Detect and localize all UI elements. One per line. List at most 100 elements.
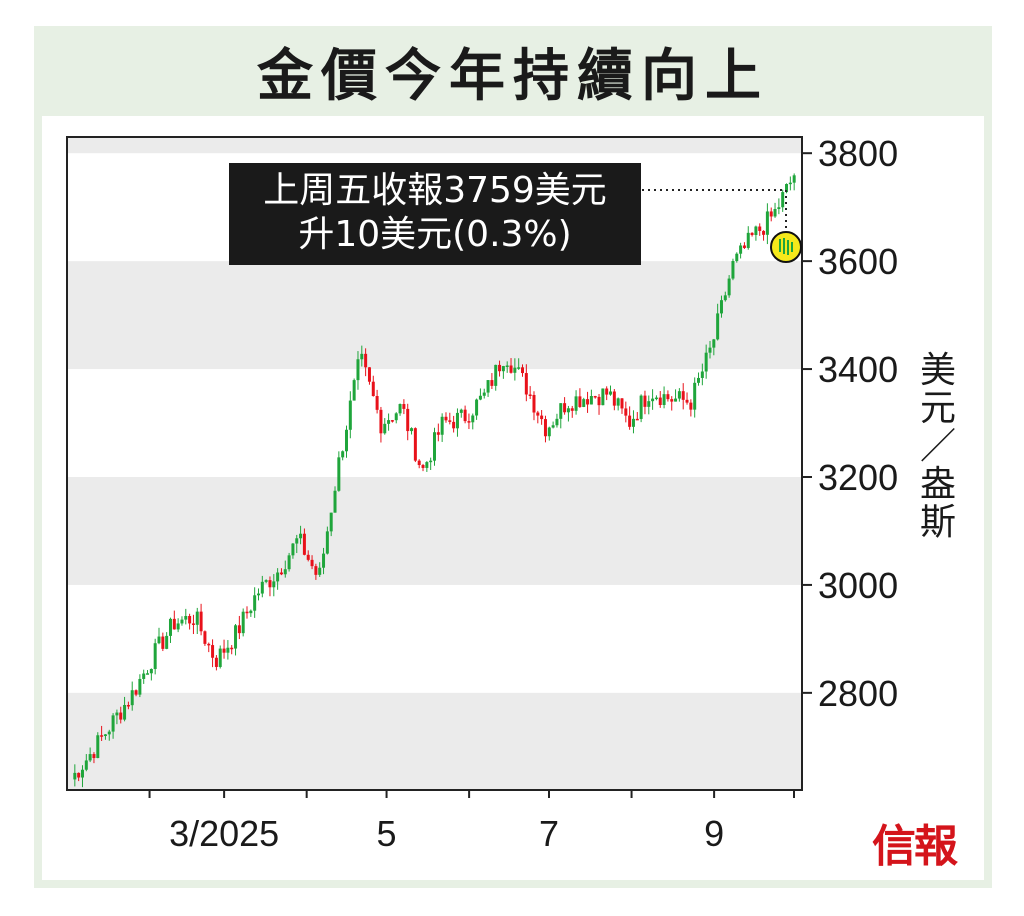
candle-body <box>406 408 410 432</box>
candle-body <box>276 572 280 582</box>
y-tick-label: 3600 <box>818 241 898 282</box>
candle-body <box>341 451 345 458</box>
annotation-line1: 上周五收報3759美元 <box>263 170 607 211</box>
candle-body <box>620 398 624 409</box>
candle-body <box>609 391 613 395</box>
candle-body <box>402 404 406 409</box>
candle-body <box>597 396 601 406</box>
candle-body <box>356 359 360 381</box>
candle-body <box>739 245 743 254</box>
candle-body <box>322 553 326 568</box>
candle-body <box>310 559 314 567</box>
grid-band <box>67 692 802 790</box>
candle-body <box>471 415 475 423</box>
candle-body <box>126 704 130 707</box>
candle-body <box>237 625 241 634</box>
y-axis-title-char: 盎 <box>919 464 956 505</box>
candle-body <box>498 364 502 372</box>
last-price-highlight <box>770 231 802 263</box>
candle-body <box>536 412 540 416</box>
candle-body <box>283 569 287 575</box>
candle-body <box>119 712 123 720</box>
candle-body <box>792 175 796 183</box>
candle-body <box>651 398 655 402</box>
candle-body <box>245 611 249 614</box>
y-axis-title-char: 美 <box>919 350 956 391</box>
candle-body <box>287 555 291 570</box>
candle-body <box>375 396 379 410</box>
candle-body <box>777 207 781 210</box>
candle-body <box>203 631 207 644</box>
candle-body <box>73 772 77 780</box>
candle-body <box>191 623 195 625</box>
candle-body <box>214 657 218 667</box>
candle-body <box>708 347 712 353</box>
candle-body <box>360 353 364 360</box>
candle-body <box>551 425 555 428</box>
candle-body <box>337 457 341 491</box>
candle-body <box>765 211 769 235</box>
x-axis-labels: 3/2025 5 7 9 <box>169 813 724 854</box>
candle-body <box>467 421 471 423</box>
candle-body <box>176 623 180 630</box>
candle-body <box>501 366 505 372</box>
candle-body <box>716 313 720 340</box>
candle-body <box>712 339 716 348</box>
candle-body <box>299 533 303 539</box>
candle-body <box>318 567 322 575</box>
candle-body <box>103 734 107 737</box>
candle-body <box>475 399 479 416</box>
candle-body <box>329 512 333 532</box>
y-tick-label: 3400 <box>818 349 898 390</box>
candle-body <box>161 636 165 649</box>
candle-body <box>704 352 708 372</box>
candle-body <box>681 391 685 400</box>
candle-body <box>256 593 260 596</box>
candle-body <box>253 595 257 611</box>
candle-body <box>84 760 88 770</box>
candle-body <box>628 415 632 427</box>
candle-body <box>478 395 482 400</box>
candle-body <box>222 648 226 653</box>
y-axis-title-char: 斯 <box>919 502 956 543</box>
candle-body <box>364 353 368 368</box>
candle-body <box>566 408 570 413</box>
plot-border <box>66 136 803 791</box>
candle-body <box>92 754 96 759</box>
candle-body <box>260 581 264 594</box>
candle-body <box>149 668 153 674</box>
candle-body <box>494 364 498 386</box>
candle-body <box>674 398 678 402</box>
candle-body <box>291 543 295 556</box>
candle-body <box>241 611 245 634</box>
candle-body <box>593 396 597 398</box>
candle-body <box>543 419 547 437</box>
candle-body <box>563 403 567 413</box>
candle-body <box>586 399 590 405</box>
candle-body <box>459 409 463 413</box>
candle-body <box>398 404 402 414</box>
grid-band <box>67 261 802 370</box>
candle-body <box>578 396 582 407</box>
x-tick-label: 7 <box>539 813 559 854</box>
candle-body <box>367 367 371 382</box>
candle-body <box>616 398 620 406</box>
candle-body <box>100 735 104 737</box>
candle-body <box>272 581 276 588</box>
candle-body <box>754 226 758 236</box>
candle-body <box>306 554 310 560</box>
candle-body <box>547 427 551 437</box>
candle-body <box>249 610 253 614</box>
candle-body <box>77 772 81 778</box>
candle-body <box>325 531 329 554</box>
candle-body <box>390 420 394 422</box>
candle-body <box>631 418 635 427</box>
candle-body <box>697 377 701 383</box>
x-tick-label: 9 <box>704 813 724 854</box>
candle-body <box>700 371 704 378</box>
y-tick-label: 3000 <box>818 565 898 606</box>
candle-body <box>429 460 433 463</box>
candle-body <box>207 643 211 646</box>
candle-body <box>731 261 735 279</box>
candle-body <box>211 645 215 658</box>
